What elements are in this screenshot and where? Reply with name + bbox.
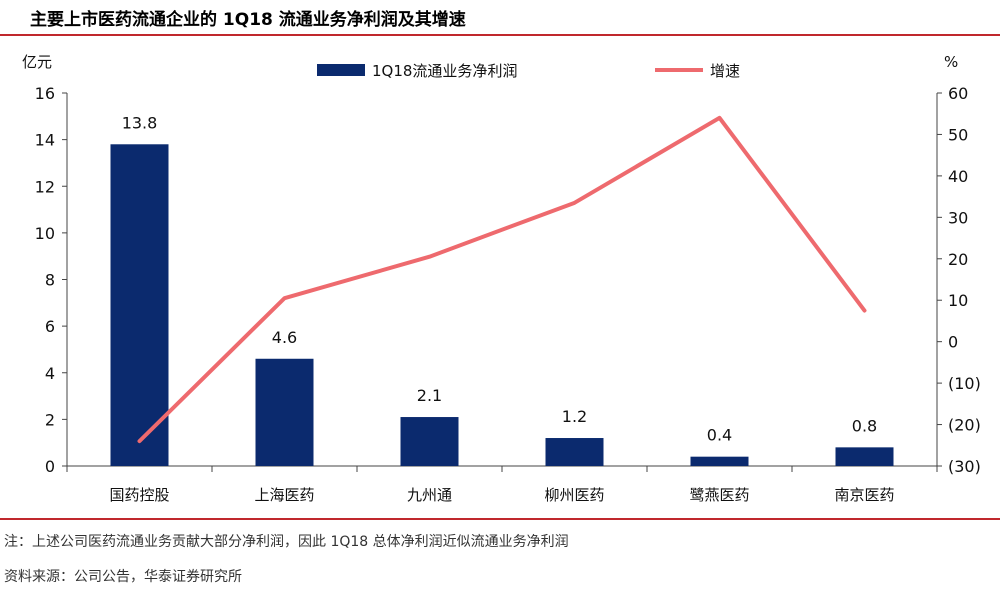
left-tick-label: 2 [45, 410, 55, 429]
left-tick-label: 14 [35, 131, 55, 150]
footer-rule [0, 518, 1000, 520]
x-tick-label: 鹭燕医药 [689, 486, 749, 504]
left-tick-label: 10 [35, 224, 55, 243]
x-tick-label: 国药控股 [109, 486, 169, 504]
left-tick-label: 12 [35, 177, 55, 196]
right-tick-label: 50 [948, 125, 968, 144]
right-tick-label: 40 [948, 167, 968, 186]
right-tick-label: (20) [948, 416, 981, 435]
legend-line-label: 增速 [710, 62, 740, 80]
source-note: 资料来源：公司公告，华泰证券研究所 [4, 569, 242, 585]
bar-data-label: 13.8 [122, 113, 158, 132]
x-tick-label: 南京医药 [834, 486, 894, 504]
left-tick-label: 8 [45, 271, 55, 290]
left-tick-label: 6 [45, 317, 55, 336]
x-tick-label: 九州通 [407, 486, 452, 504]
bar-data-label: 2.1 [417, 386, 442, 405]
right-tick-label: 60 [948, 84, 968, 103]
bar [835, 447, 894, 466]
x-tick-label: 上海医药 [254, 486, 314, 504]
growth-line [137, 115, 867, 444]
bar-data-label: 1.2 [562, 407, 587, 426]
legend-bar-swatch [317, 64, 365, 76]
legend: 1Q18流通业务净利润 增速 [317, 62, 740, 80]
left-axis-unit: 亿元 [22, 53, 52, 71]
right-tick-label: (10) [948, 374, 981, 393]
bar-data-label: 0.4 [707, 426, 732, 445]
chart-title: 主要上市医药流通企业的 1Q18 流通业务净利润及其增速 [30, 10, 466, 30]
bar-series [110, 144, 894, 466]
data-labels: 13.8 4.6 2.1 1.2 0.4 0.8 [122, 113, 878, 444]
x-tick-label: 柳州医药 [544, 486, 604, 504]
bar-data-label: 4.6 [272, 328, 297, 347]
bar [545, 438, 604, 466]
combo-chart: 0 2 4 6 8 10 12 14 16 (30) (20) (10) 0 10 20 30 40 50 60 亿元… [22, 53, 981, 504]
bar [400, 417, 459, 466]
right-tick-label: (30) [948, 457, 981, 476]
right-tick-label: 20 [948, 250, 968, 269]
title-rule [0, 34, 1000, 36]
right-tick-label: 10 [948, 291, 968, 310]
legend-bar-label: 1Q18流通业务净利润 [372, 62, 517, 80]
bar-data-label: 0.8 [852, 416, 877, 435]
footnote: 注：上述公司医药流通业务贡献大部分净利润，因此 1Q18 总体净利润近似流通业务… [4, 534, 569, 550]
left-tick-label: 0 [45, 457, 55, 476]
left-tick-label: 16 [35, 84, 55, 103]
line-series [137, 115, 867, 444]
right-tick-label: 0 [948, 333, 958, 352]
bar [110, 144, 169, 466]
right-axis-unit: % [944, 53, 958, 71]
right-tick-label: 30 [948, 208, 968, 227]
bar [255, 358, 314, 466]
axes: 0 2 4 6 8 10 12 14 16 (30) (20) (10) 0 10 20 30 40 50 60 亿元… [22, 53, 981, 504]
left-tick-label: 4 [45, 364, 55, 383]
bar [690, 456, 749, 466]
